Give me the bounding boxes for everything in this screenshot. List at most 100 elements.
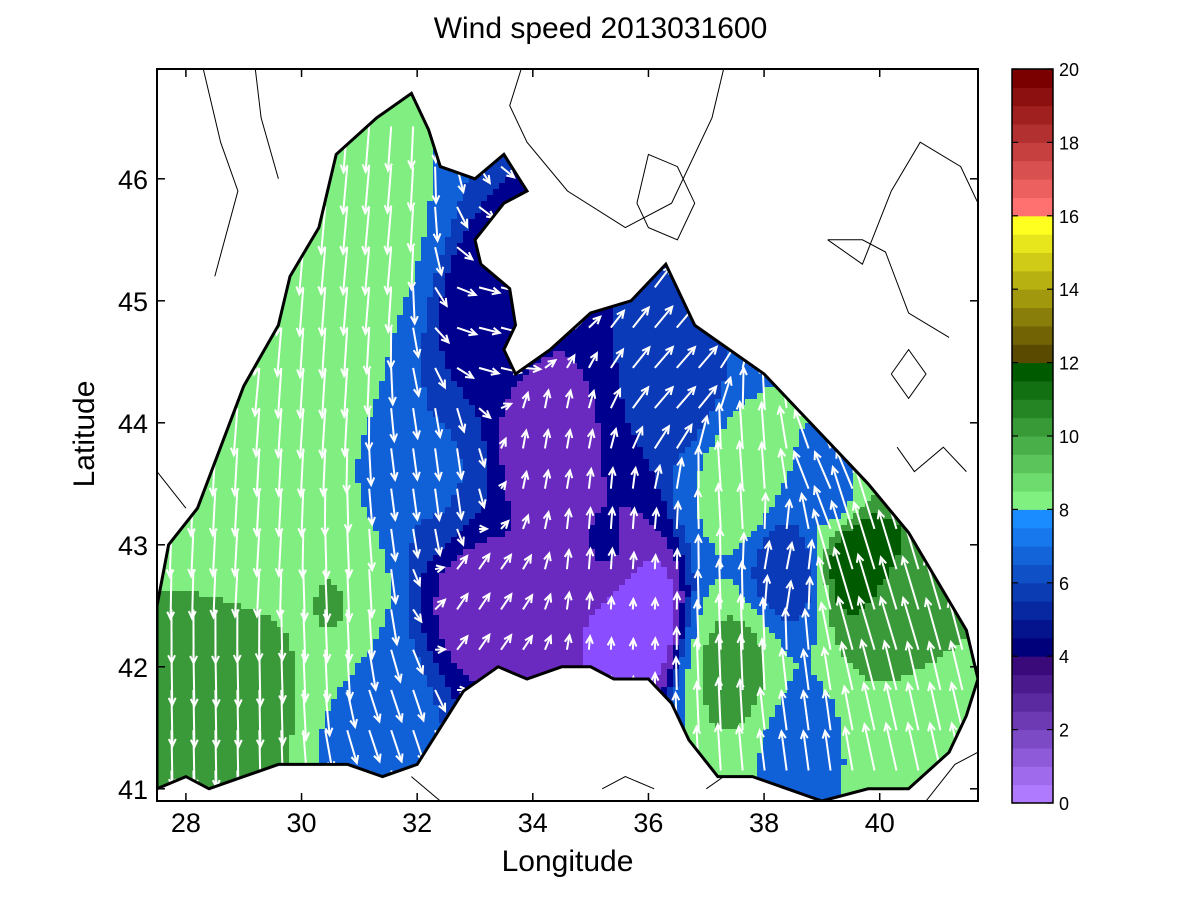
speed-cell (355, 171, 362, 178)
speed-cell (355, 243, 362, 250)
speed-cell (421, 279, 428, 286)
speed-cell (385, 111, 392, 118)
speed-cell (403, 225, 410, 232)
speed-cell (397, 105, 404, 112)
speed-cell (493, 165, 500, 172)
speed-cell (373, 165, 380, 172)
speed-cell (463, 237, 470, 244)
speed-cell (451, 249, 458, 256)
speed-cell (361, 171, 368, 178)
speed-cell (355, 177, 362, 184)
speed-cell (493, 279, 500, 286)
speed-cell (397, 183, 404, 190)
speed-cell (325, 207, 332, 214)
speed-cell (451, 243, 458, 250)
speed-cell (469, 237, 476, 244)
speed-cell (313, 285, 320, 292)
speed-cell (355, 141, 362, 148)
speed-cell (451, 231, 458, 238)
speed-cell (493, 207, 500, 214)
land-contour (827, 239, 950, 338)
speed-cell (397, 171, 404, 178)
speed-cell (445, 189, 452, 196)
speed-cell (403, 231, 410, 238)
speed-cell (499, 195, 506, 202)
speed-cell (379, 153, 386, 160)
speed-cell (433, 261, 440, 268)
speed-cell (337, 213, 344, 220)
speed-cell (427, 285, 434, 292)
speed-cell (475, 273, 482, 280)
speed-cell (361, 279, 368, 286)
speed-cell (427, 237, 434, 244)
speed-cell (427, 183, 434, 190)
speed-cell (385, 219, 392, 226)
speed-cell (397, 267, 404, 274)
speed-cell (391, 219, 398, 226)
speed-cell (463, 177, 470, 184)
speed-cell (427, 147, 434, 154)
speed-cell (397, 189, 404, 196)
speed-cell (349, 171, 356, 178)
speed-cell (439, 225, 446, 232)
speed-cell (415, 177, 422, 184)
speed-cell (445, 201, 452, 208)
speed-cell (301, 267, 308, 274)
speed-cell (325, 279, 332, 286)
speed-cell (367, 153, 374, 160)
speed-cell (391, 273, 398, 280)
speed-cell (343, 189, 350, 196)
speed-cell (349, 213, 356, 220)
speed-cell (379, 189, 386, 196)
speed-cell (367, 219, 374, 226)
speed-cell (427, 159, 434, 166)
speed-cell (313, 249, 320, 256)
speed-cell (439, 213, 446, 220)
speed-cell (469, 267, 476, 274)
speed-cell (469, 231, 476, 238)
speed-cell (367, 189, 374, 196)
speed-cell (379, 123, 386, 130)
speed-cell (367, 207, 374, 214)
speed-cell (367, 243, 374, 250)
speed-cell (355, 273, 362, 280)
land-contour (706, 776, 724, 790)
speed-cell (433, 255, 440, 262)
speed-cell (313, 273, 320, 280)
speed-cell (367, 201, 374, 208)
speed-cell (349, 189, 356, 196)
speed-cell (403, 183, 410, 190)
speed-cell (403, 195, 410, 202)
speed-cell (331, 267, 338, 274)
speed-cell (481, 189, 488, 196)
speed-cell (331, 177, 338, 184)
speed-cell (367, 273, 374, 280)
speed-cell (355, 219, 362, 226)
speed-cell (331, 219, 338, 226)
speed-cell (409, 201, 416, 208)
speed-cell (349, 207, 356, 214)
speed-cell (427, 231, 434, 238)
speed-cell (487, 273, 494, 280)
speed-cell (445, 231, 452, 238)
speed-cell (493, 177, 500, 184)
speed-cell (469, 207, 476, 214)
speed-cell (337, 261, 344, 268)
speed-cell (433, 165, 440, 172)
speed-cell (361, 261, 368, 268)
speed-cell (427, 165, 434, 172)
speed-cell (433, 279, 440, 286)
speed-cell (337, 237, 344, 244)
speed-cell (439, 249, 446, 256)
speed-cell (379, 117, 386, 124)
speed-cell (349, 249, 356, 256)
speed-cell (319, 255, 326, 262)
speed-cell (397, 213, 404, 220)
speed-cell (349, 255, 356, 262)
speed-cell (481, 219, 488, 226)
speed-cell (337, 231, 344, 238)
speed-cell (415, 171, 422, 178)
speed-cell (355, 261, 362, 268)
speed-cell (379, 219, 386, 226)
speed-cell (451, 177, 458, 184)
